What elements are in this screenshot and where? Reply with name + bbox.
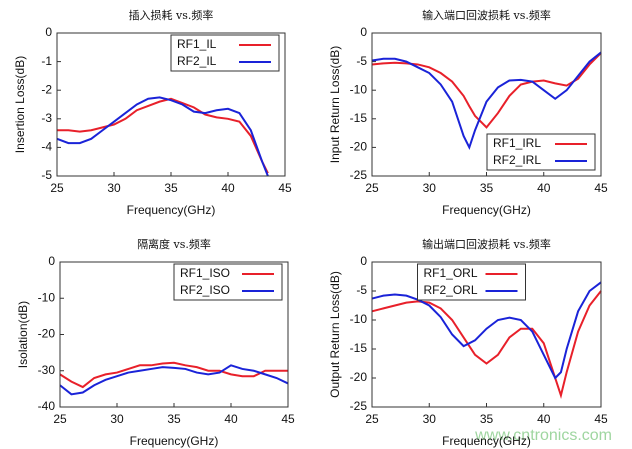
y-tick-label: -30 <box>38 363 56 377</box>
data-line <box>371 51 602 151</box>
y-tick-label: -1 <box>41 54 52 68</box>
y-tick-label: 0 <box>360 25 367 39</box>
y-tick-label: -25 <box>350 168 368 182</box>
legend-label: RF1_ISO <box>180 266 230 280</box>
legend-label: RF1_ORL <box>424 266 478 280</box>
y-tick-label: -5 <box>41 168 52 182</box>
data-line <box>57 97 269 174</box>
legend-label: RF2_ISO <box>180 283 230 297</box>
x-axis-label: Frequency(GHz) <box>442 203 531 217</box>
y-tick-label: -10 <box>350 312 368 326</box>
data-line <box>59 361 288 389</box>
y-tick-label: -2 <box>41 82 52 96</box>
x-tick-label: 30 <box>423 181 437 195</box>
legend-label: RF2_IRL <box>493 153 541 167</box>
chart-title: 输入端口回波损耗 vs.频率 <box>422 8 551 22</box>
plot-frame <box>59 261 289 408</box>
data-line <box>56 96 269 177</box>
y-tick-label: 0 <box>48 254 55 268</box>
y-axis-label: Input Return Loss(dB) <box>328 46 342 163</box>
x-axis-label: Frequency(GHz) <box>130 434 219 448</box>
x-tick-label: 30 <box>110 412 124 426</box>
x-tick-label: 40 <box>537 181 551 195</box>
x-tick-label: 25 <box>365 412 379 426</box>
y-tick-label: -5 <box>356 54 367 68</box>
legend-box <box>417 263 526 301</box>
x-tick-label: 45 <box>594 181 608 195</box>
chart-title: 插入损耗 vs.频率 <box>129 8 214 22</box>
legend-box <box>486 133 596 171</box>
y-tick-label: -10 <box>38 290 56 304</box>
x-tick-label: 45 <box>281 412 295 426</box>
x-axis-label: Frequency(GHz) <box>442 434 531 448</box>
x-tick-label: 35 <box>164 181 178 195</box>
x-axis-label: Frequency(GHz) <box>127 203 216 217</box>
y-tick-label: -15 <box>350 341 368 355</box>
plot-frame <box>371 32 602 177</box>
legend-label: RF1_IRL <box>493 136 541 150</box>
y-tick-label: -4 <box>41 140 52 154</box>
y-tick-label: -40 <box>38 399 56 413</box>
x-tick-label: 40 <box>537 412 551 426</box>
y-tick-label: -20 <box>38 327 56 341</box>
x-tick-label: 35 <box>480 412 494 426</box>
y-tick-label: -10 <box>350 82 368 96</box>
x-tick-label: 45 <box>594 412 608 426</box>
data-line <box>371 290 602 400</box>
x-tick-label: 40 <box>221 181 235 195</box>
y-tick-label: -5 <box>356 283 367 297</box>
plot-frame <box>371 261 602 408</box>
legend-label: RF2_IL <box>177 54 217 68</box>
x-tick-label: 25 <box>365 181 379 195</box>
x-tick-label: 35 <box>167 412 181 426</box>
chart-title: 隔离度 vs.频率 <box>137 237 211 251</box>
chart-title: 输出端口回波损耗 vs.频率 <box>422 237 551 251</box>
y-axis-label: Insertion Loss(dB) <box>13 56 27 153</box>
x-tick-label: 40 <box>224 412 238 426</box>
legend-label: RF2_ORL <box>424 283 478 297</box>
legend-label: RF1_IL <box>177 37 217 51</box>
legend-box <box>170 34 280 72</box>
x-tick-label: 30 <box>423 412 437 426</box>
x-tick-label: 35 <box>480 181 494 195</box>
y-tick-label: -25 <box>350 399 368 413</box>
data-line <box>59 364 289 396</box>
y-tick-label: -20 <box>350 370 368 384</box>
y-tick-label: -3 <box>41 111 52 125</box>
watermark: www.cntronics.com <box>474 427 612 444</box>
data-line <box>371 281 602 380</box>
y-axis-label: Output Return Loss(dB) <box>328 271 342 398</box>
y-tick-label: 0 <box>45 25 52 39</box>
y-tick-label: -15 <box>350 111 368 125</box>
x-tick-label: 25 <box>53 412 67 426</box>
y-axis-label: Isolation(dB) <box>16 301 30 368</box>
legend-box <box>173 263 283 301</box>
x-tick-label: 45 <box>278 181 292 195</box>
y-tick-label: 0 <box>360 254 367 268</box>
y-tick-label: -20 <box>350 140 368 154</box>
x-tick-label: 30 <box>107 181 121 195</box>
x-tick-label: 25 <box>50 181 64 195</box>
plot-frame <box>56 32 286 177</box>
